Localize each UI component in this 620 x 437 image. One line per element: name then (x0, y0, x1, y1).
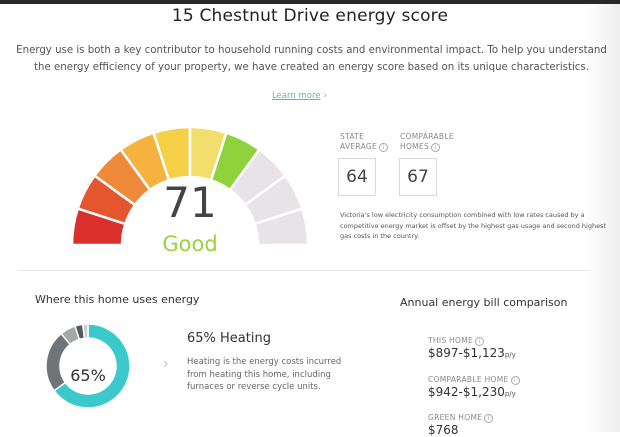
energy-usage-donut (45, 323, 131, 409)
gauge-segment (253, 206, 310, 245)
energy-usage-heading: Where this home uses energy (35, 293, 200, 306)
comparable-homes-label-line2: HOMES (400, 142, 430, 151)
energy-score-value: 71 (163, 178, 217, 227)
comparable-homes-label: COMPARABLE HOMES i (400, 132, 454, 152)
per-year-unit: p/y (504, 390, 516, 398)
chevron-right-icon: › (323, 91, 327, 101)
page-title: 15 Chestnut Drive energy score (171, 6, 449, 26)
learn-more-link[interactable]: Learn more › (272, 91, 327, 101)
bill-amount-this-home: $897-$1,123p/y (428, 346, 516, 360)
info-icon[interactable]: i (431, 142, 441, 152)
state-comparison-note: Victoria's low electricity consumption c… (340, 211, 607, 240)
info-icon[interactable]: i (475, 336, 485, 346)
state-average-label-line2: AVERAGE (340, 142, 378, 151)
state-average-label-line1: STATE (340, 132, 365, 141)
per-year-unit: p/y (504, 351, 516, 359)
info-icon[interactable]: i (484, 413, 494, 423)
bill-amount-comparable-home: $942-$1,230p/y (428, 385, 516, 399)
usage-category-title: 65% Heating (187, 331, 271, 346)
usage-category-description: Heating is the energy costs incurred fro… (187, 357, 342, 392)
bill-label-this-home: THIS HOME i (428, 336, 485, 346)
donut-segment[interactable] (81, 323, 89, 340)
bill-comparison-heading: Annual energy bill comparison (400, 296, 568, 309)
energy-score-rating: Good (162, 232, 218, 256)
state-average-label: STATE AVERAGE i (340, 132, 389, 152)
comparable-homes-value: 67 (399, 158, 437, 196)
energy-score-gauge (70, 125, 310, 245)
bill-label-comparable-home: COMPARABLE HOME i (428, 375, 520, 385)
chevron-right-icon[interactable]: › (163, 356, 169, 372)
info-icon[interactable]: i (379, 142, 389, 152)
section-divider (18, 270, 590, 271)
state-average-value: 64 (338, 158, 376, 196)
top-bar (0, 0, 620, 4)
bill-label-green-home: GREEN HOME i (428, 413, 494, 423)
intro-text: Energy use is both a key contributor to … (16, 45, 607, 73)
info-icon[interactable]: i (510, 375, 520, 385)
bill-amount-green-home: $768 (428, 423, 459, 437)
learn-more-label: Learn more (272, 91, 321, 101)
donut-center-value: 65% (70, 366, 106, 385)
comparable-homes-label-line1: COMPARABLE (400, 132, 454, 141)
donut-segment[interactable] (52, 323, 131, 409)
